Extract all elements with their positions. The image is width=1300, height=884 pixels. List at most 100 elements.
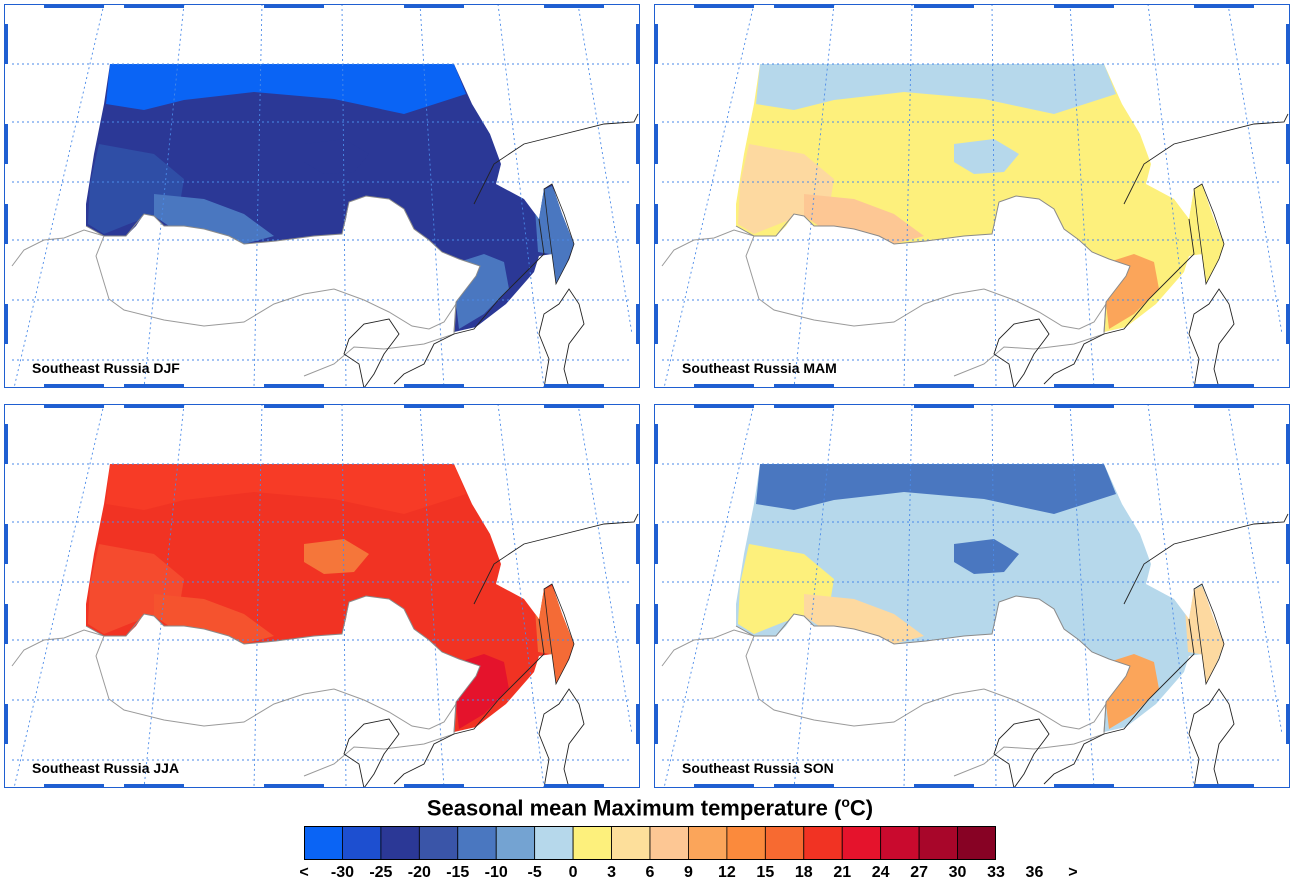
frame-tick: [654, 704, 658, 744]
panel-label-mam: Southeast Russia MAM: [682, 360, 837, 376]
frame-tick: [544, 404, 604, 408]
frame-tick: [1054, 404, 1114, 408]
colorbar-tick-label: 33: [987, 864, 1005, 881]
frame-tick: [636, 704, 640, 744]
graticule-meridian: [991, 4, 997, 388]
graticule-meridian: [253, 404, 263, 788]
colorbar-swatch: [380, 826, 420, 860]
field-region-coast: [1184, 586, 1224, 684]
colorbar-tick-label: 6: [645, 864, 655, 881]
frame-tick: [774, 784, 834, 788]
map-mam: [654, 4, 1290, 388]
frame-tick: [4, 704, 8, 744]
mongolia-border: [661, 229, 1107, 377]
frame-tick: [264, 404, 324, 408]
graticule-meridian: [143, 4, 185, 388]
frame-tick: [636, 204, 640, 244]
field-region-north: [756, 464, 1116, 514]
colorbar-tick-label: -20: [407, 864, 431, 881]
frame-tick: [1286, 524, 1290, 564]
frame-tick: [694, 784, 754, 788]
frame-tick: [774, 404, 834, 408]
panel-mam: Southeast Russia MAM: [654, 4, 1290, 388]
frame-tick: [44, 384, 104, 388]
colorbar-tick-label: -15: [446, 864, 470, 881]
colorbar-frame: [304, 826, 996, 860]
frame-tick: [914, 384, 974, 388]
frame-tick: [264, 784, 324, 788]
frame-tick: [124, 384, 184, 388]
frame-tick: [654, 424, 658, 464]
frame-ticks: [4, 4, 640, 388]
colorbar-tick-label: 27: [910, 864, 929, 881]
frame-tick: [1286, 604, 1290, 644]
frame-tick: [654, 24, 658, 64]
korea-coast: [993, 318, 1050, 388]
coastline: [1043, 113, 1289, 385]
frame-tick: [1286, 424, 1290, 464]
field-region-north: [106, 64, 466, 114]
frame-tick: [694, 4, 754, 8]
frame-tick: [1194, 4, 1254, 8]
field-region-north: [106, 464, 466, 514]
mongolia-border: [661, 629, 1107, 777]
frame-tick: [124, 784, 184, 788]
frame-tick: [774, 4, 834, 8]
frame-tick: [1194, 384, 1254, 388]
frame-tick: [544, 384, 604, 388]
colorbar-tick-label: -5: [527, 864, 542, 881]
colorbar-swatch: [457, 826, 497, 860]
colorbar-tick-label: 18: [794, 864, 813, 881]
frame-tick: [44, 4, 104, 8]
field-region-southwest: [154, 194, 274, 244]
colorbar-swatch: [688, 826, 728, 860]
panel-jja: Southeast Russia JJA: [4, 404, 640, 788]
frame-tick: [694, 384, 754, 388]
colorbar-tick-label: -25: [369, 864, 393, 881]
frame-tick: [4, 304, 8, 344]
frame-tick: [124, 404, 184, 408]
china-russia-border: [735, 595, 1131, 733]
frame-tick: [1286, 124, 1290, 164]
legend-colorbar: [304, 826, 996, 860]
coastline: [1043, 513, 1289, 785]
japan-coast: [538, 288, 585, 388]
graticule-meridian: [13, 404, 105, 788]
china-russia-border: [735, 195, 1131, 333]
frame-tick: [654, 604, 658, 644]
graticule-meridian: [903, 404, 913, 788]
colorbar-swatch: [418, 826, 459, 860]
colorbar-tick-label: <: [299, 864, 309, 881]
frame-tick: [914, 784, 974, 788]
frame-tick: [1194, 404, 1254, 408]
map-son: [654, 404, 1290, 788]
graticule-meridian: [663, 4, 755, 388]
frame-tick: [4, 124, 8, 164]
field-region-north: [756, 64, 1116, 114]
field-region-coast: [534, 586, 574, 684]
frame-tick: [264, 384, 324, 388]
colorbar-tick-label: -30: [330, 864, 354, 881]
panel-label-jja: Southeast Russia JJA: [32, 760, 180, 776]
frame-tick: [1054, 384, 1114, 388]
map-jja: [4, 404, 640, 788]
colorbar-tick-label: 30: [948, 864, 967, 881]
graticule-meridian: [253, 4, 263, 388]
panel-label-son: Southeast Russia SON: [682, 760, 834, 776]
sakhalin-coast: [543, 583, 575, 686]
frame-tick: [1286, 24, 1290, 64]
frame-tick: [44, 784, 104, 788]
colorbar-tick-label: -10: [484, 864, 508, 881]
colorbar-swatch: [534, 826, 574, 860]
field-region-patch: [954, 139, 1019, 174]
coastline: [393, 513, 639, 785]
legend-title: Seasonal mean Maximum temperature (oC): [426, 794, 874, 821]
field-region-patch: [954, 539, 1019, 574]
graticule-meridian: [143, 404, 185, 788]
panel-djf: Southeast Russia DJF: [4, 4, 640, 388]
korea-coast: [993, 718, 1050, 788]
colorbar-swatch: [880, 826, 920, 860]
sakhalin-coast: [543, 183, 575, 286]
colorbar-tick-label: 15: [756, 864, 775, 881]
frame-tick: [124, 4, 184, 8]
